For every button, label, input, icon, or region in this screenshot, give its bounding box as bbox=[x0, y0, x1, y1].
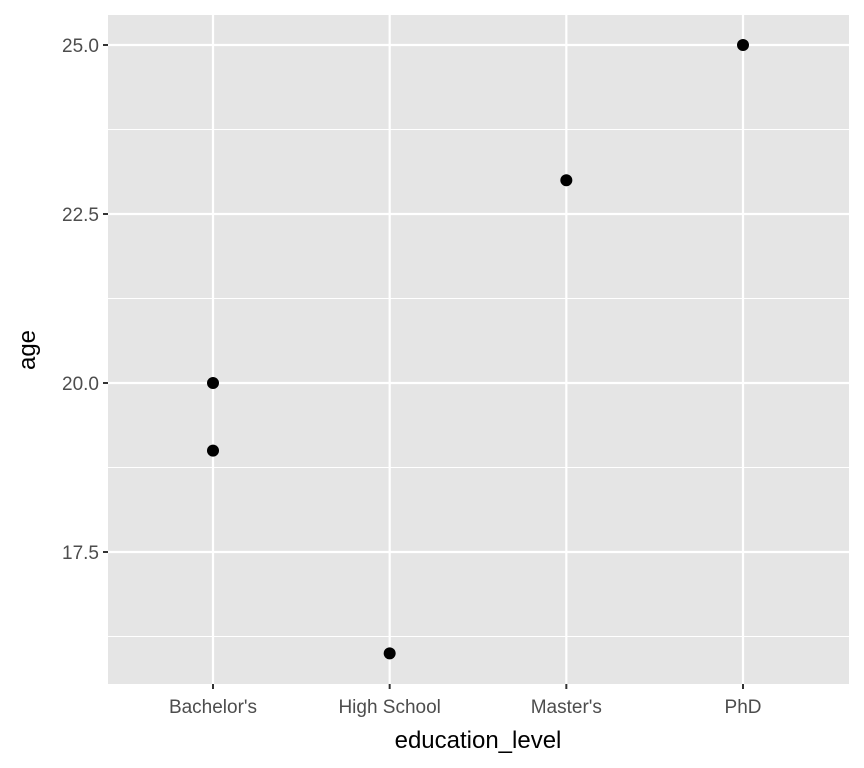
plot-panel bbox=[108, 15, 849, 684]
x-tick-label: High School bbox=[338, 697, 440, 718]
x-tick-label: Master's bbox=[531, 697, 602, 718]
y-axis-title: age bbox=[14, 330, 41, 370]
y-tick-label: 20.0 bbox=[62, 374, 99, 395]
data-point bbox=[737, 39, 749, 51]
y-tick-label: 17.5 bbox=[62, 543, 99, 564]
data-point bbox=[383, 647, 396, 660]
x-tick-label: Bachelor's bbox=[169, 697, 257, 718]
y-axis: 17.5 20.0 22.5 25.0 bbox=[62, 36, 108, 564]
data-point bbox=[207, 377, 219, 389]
x-axis-title: education_level bbox=[395, 727, 562, 754]
minor-gridlines bbox=[108, 128, 849, 638]
y-tick-label: 25.0 bbox=[62, 36, 99, 57]
major-gridlines bbox=[108, 15, 849, 684]
x-tick-label: PhD bbox=[725, 697, 762, 718]
data-points bbox=[207, 39, 749, 660]
y-tick-label: 22.5 bbox=[62, 205, 99, 226]
x-axis: Bachelor's High School Master's PhD bbox=[169, 684, 762, 718]
data-point bbox=[207, 444, 219, 457]
data-point bbox=[560, 174, 573, 187]
